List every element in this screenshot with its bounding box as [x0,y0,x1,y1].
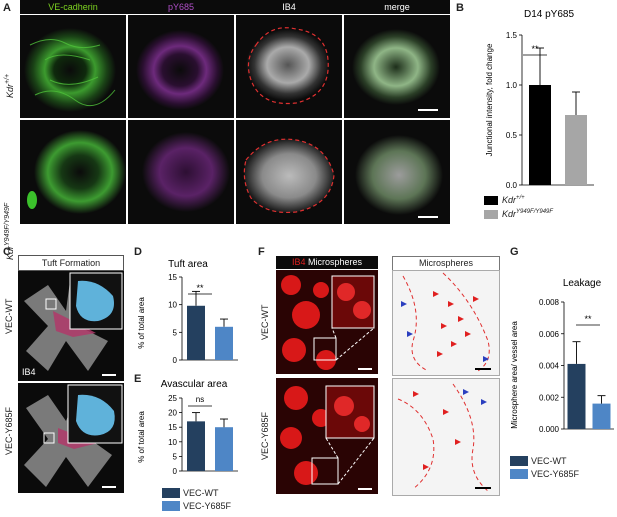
chart-e: Avascular area % of total area 0 5 10 15 20 2… [137,379,238,476]
chart-d-sig: ** [196,283,204,293]
panel-c-label: C [3,246,11,258]
bar-b-1 [565,115,587,185]
legend-label-g-vec-y685f: VEC-Y685F [531,469,580,479]
chart-b: D14 pY685 Junctional intensity, fold cha… [485,9,594,190]
panel-a-label: A [3,2,11,14]
panel-d-label: D [134,246,142,258]
bar-g-0 [567,363,586,429]
y-tick-label: 1.0 [506,81,518,90]
chart-b-legend: Kdr+/+ KdrY949F/Y949F [484,195,614,226]
chart-de-legend: VEC-WT VEC-Y685F [162,488,262,516]
chart-d: Tuft area % of total area 0 5 10 15 ** [137,259,238,365]
legend-swatch-kdr-wt [484,196,498,205]
panel-c-header: Tuft Formation [18,255,124,271]
tuft-stain-label: IB4 [22,367,36,377]
legend-label-kdr-wt: Kdr+/+ [502,195,525,205]
chart-b-ylabel: Junctional intensity, fold change [485,43,494,156]
chart-g: Leakage Microsphere area/ vessel area 0.… [510,278,614,434]
row-label-kdr-wt: Kdr+/+ [4,73,15,98]
micrograph-tuft-y685f [18,383,124,493]
y-tick-label: 25 [168,394,177,403]
row-label-c-y685f: VEC-Y685F [4,406,14,455]
micrograph-ve-cadherin-wt [20,15,126,118]
y-tick-label: 15 [168,423,177,432]
chart-g-title: Leakage [563,278,602,289]
legend-swatch-kdr-y949f [484,210,498,219]
chart-g-sig: ** [584,314,592,324]
bar-e-0 [187,421,205,471]
header-f-ib4: IB4 [291,257,306,267]
micrograph-f-ib4-wt [276,270,378,374]
legend-label-vec-y685f: VEC-Y685F [183,501,232,511]
y-tick-label: 15 [168,273,177,282]
panel-a-header-bar: VE-cadherin pY685 IB4 merge [20,0,450,14]
micrograph-merge-wt [344,15,450,118]
micrograph-merge-y949f [344,120,450,224]
chart-e-ylabel: % of total area [137,411,146,463]
chart-d-title: Tuft area [168,259,208,270]
chart-b-title: D14 pY685 [524,9,574,20]
bar-b-0 [529,85,551,185]
chart-e-title: Avascular area [161,379,228,390]
y-tick-label: 20 [168,409,177,418]
y-tick-label: 0.008 [539,298,560,307]
chart-e-sig: ns [196,395,204,404]
legend-label-kdr-y949f: KdrY949F/Y949F [502,209,554,219]
header-py685: pY685 [128,0,234,14]
micrograph-f-microspheres-wt [392,270,500,376]
y-tick-label: 5 [173,328,178,337]
bar-d-1 [215,326,233,360]
header-f-microspheres: Microspheres [308,257,363,267]
micrograph-ib4-wt [236,15,342,118]
y-tick-label: 0.0 [506,181,518,190]
header-merge: merge [344,0,450,14]
legend-label-g-vec-wt: VEC-WT [531,456,567,466]
y-tick-label: 10 [168,438,177,447]
y-tick-label: 5 [173,452,178,461]
header-ib4: IB4 [236,0,342,14]
legend-swatch-g-vec-y685f [510,469,528,479]
panel-f-header-right: Microspheres [392,256,500,271]
panel-f-label: F [258,246,265,258]
row-label-f-y685f: VEC-Y685F [260,411,270,460]
panel-f-header-left: IB4 Microspheres [276,256,378,269]
micrograph-f-microspheres-y685f [392,378,500,496]
chart-g-ylabel: Microsphere area/ vessel area [510,321,519,429]
y-tick-label: 0.000 [539,425,560,434]
bar-g-1 [592,403,611,429]
legend-label-vec-wt: VEC-WT [183,488,219,498]
row-label-c-wt: VEC-WT [4,298,14,335]
panel-e-label: E [134,373,142,385]
chart-d-ylabel: % of total area [137,297,146,349]
panel-b-label: B [456,2,464,14]
header-ve-cadherin: VE-cadherin [20,0,126,14]
micrograph-ib4-y949f [236,120,342,224]
row-label-f-wt: VEC-WT [260,304,270,341]
micrograph-ve-cadherin-y949f [20,120,126,224]
y-tick-label: 0 [173,356,178,365]
legend-swatch-vec-wt [162,488,180,498]
micrograph-py685-wt [128,15,234,118]
bar-d-0 [187,305,205,360]
chart-g-legend: VEC-WT VEC-Y685F [510,456,610,484]
micrograph-py685-y949f [128,120,234,224]
chart-b-sig: ** [531,44,539,54]
bar-e-1 [215,427,233,471]
y-tick-label: 10 [168,301,177,310]
y-tick-label: 0.002 [539,393,560,402]
y-tick-label: 0.5 [506,131,518,140]
micrograph-f-ib4-y685f [276,378,378,494]
y-tick-label: 1.5 [506,31,518,40]
y-tick-label: 0 [173,467,178,476]
y-tick-label: 0.006 [539,330,560,339]
legend-swatch-g-vec-wt [510,456,528,466]
legend-swatch-vec-y685f [162,501,180,511]
micrograph-tuft-wt: IB4 [18,271,124,381]
y-tick-label: 0.004 [539,362,560,371]
panel-g-label: G [510,246,519,258]
